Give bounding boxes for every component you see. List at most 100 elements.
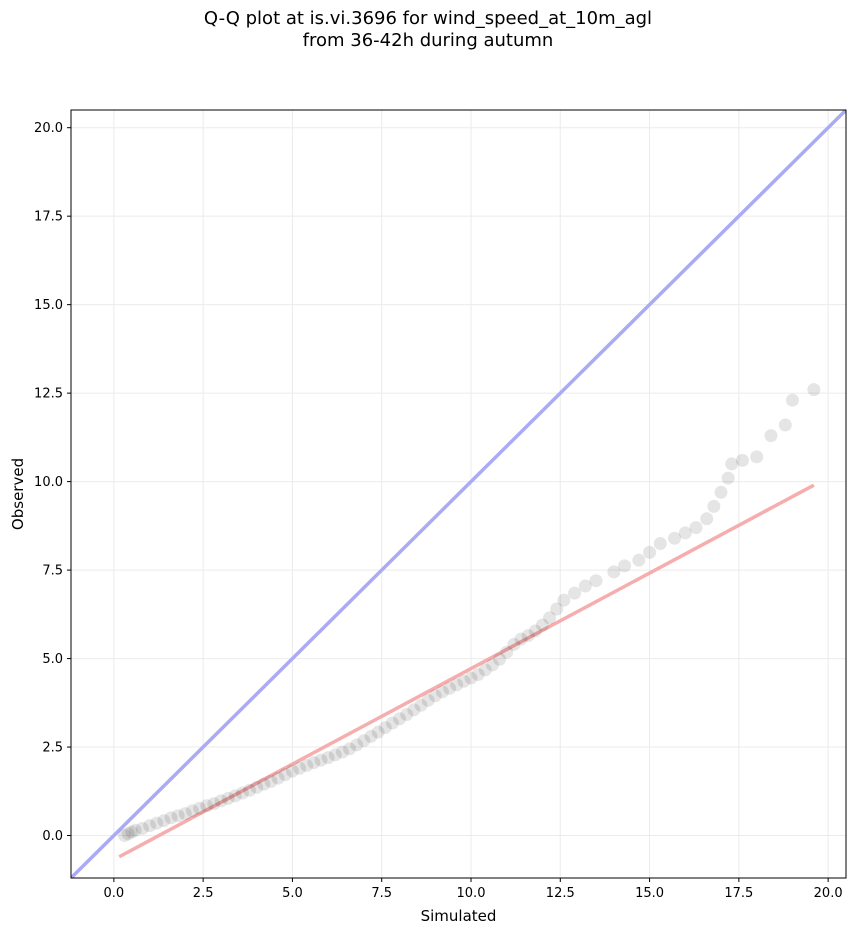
x-tick-label: 20.0 [814, 886, 843, 901]
data-point [343, 742, 357, 756]
data-point [200, 799, 214, 813]
x-tick-label: 5.0 [282, 886, 303, 901]
data-point [689, 521, 703, 535]
data-point [457, 674, 471, 688]
data-point [589, 574, 603, 588]
data-point [143, 819, 157, 833]
data-point [443, 681, 457, 695]
data-point [678, 526, 692, 540]
data-point [118, 829, 132, 843]
data-point [435, 685, 449, 699]
data-point [725, 457, 739, 471]
data-point [393, 712, 407, 726]
data-point [307, 756, 321, 770]
data-point [193, 801, 207, 815]
data-point [293, 761, 307, 775]
reference-line [71, 110, 846, 878]
grid [71, 110, 846, 878]
data-point [185, 804, 199, 818]
data-point [150, 816, 164, 830]
y-tick-label: 2.5 [42, 741, 63, 756]
data-point [371, 725, 385, 739]
data-point [178, 807, 192, 821]
data-point [764, 429, 778, 443]
y-tick-label: 5.0 [42, 652, 63, 667]
x-tick-label: 10.0 [457, 886, 486, 901]
data-point [485, 658, 499, 672]
data-point [700, 512, 714, 526]
data-point [450, 678, 464, 692]
data-point [507, 637, 521, 651]
data-point [271, 771, 285, 785]
y-axis-label: Observed [9, 458, 27, 530]
data-point [543, 611, 557, 625]
x-tick-label: 12.5 [546, 886, 575, 901]
data-point [428, 689, 442, 703]
data-point [568, 586, 582, 600]
data-point [157, 814, 171, 828]
data-point [407, 703, 421, 717]
data-point [357, 734, 371, 748]
data-point [778, 418, 792, 432]
data-point [378, 721, 392, 735]
data-point [385, 716, 399, 730]
y-tick-label: 20.0 [34, 121, 63, 136]
lines [71, 110, 846, 878]
data-point [653, 537, 667, 551]
data-point [400, 707, 414, 721]
data-point [550, 602, 564, 616]
x-tick-label: 0.0 [104, 886, 125, 901]
ticks: 0.0 2.5 5.0 7.5 10.0 12.5 15.0 17.5 20.0 0.0 2.5 5.… [34, 121, 843, 901]
data-point [528, 624, 542, 638]
data-point [807, 383, 821, 397]
data-point [464, 671, 478, 685]
data-point [421, 693, 435, 707]
data-point [785, 393, 799, 407]
data-point [125, 825, 139, 839]
data-point [493, 652, 507, 666]
data-point [557, 593, 571, 607]
data-point [578, 579, 592, 593]
y-tick-label: 12.5 [34, 387, 63, 402]
data-point [714, 485, 728, 499]
data-point [164, 811, 178, 825]
chart-title-line-1: Q-Q plot at is.vi.3696 for wind_speed_at… [203, 8, 653, 29]
data-point [135, 821, 149, 835]
data-point [521, 629, 535, 643]
data-point [314, 753, 328, 767]
chart-title: Q-Q plot at is.vi.3696 for wind_speed_at… [0, 8, 856, 52]
data-point [207, 797, 221, 811]
x-axis-label: Simulated [421, 907, 497, 925]
y-tick-label: 17.5 [34, 210, 63, 225]
y-tick-label: 15.0 [34, 298, 63, 313]
data-point [228, 789, 242, 803]
data-point [721, 471, 735, 485]
y-tick-label: 10.0 [34, 475, 63, 490]
x-tick-label: 17.5 [724, 886, 753, 901]
y-tick-label: 7.5 [42, 564, 63, 579]
data-point [632, 553, 646, 567]
data-point [707, 499, 721, 513]
y-tick-label: 0.0 [42, 829, 63, 844]
data-point [264, 774, 278, 788]
data-point [171, 809, 185, 823]
data-point [350, 738, 364, 752]
data-point [364, 729, 378, 743]
data-point [500, 645, 514, 659]
data-point [735, 453, 749, 467]
x-tick-label: 2.5 [193, 886, 214, 901]
data-point [750, 450, 764, 464]
chart-title-line-2: from 36-42h during autumn [302, 30, 554, 51]
data-point [618, 559, 632, 573]
data-point [221, 791, 235, 805]
data-point [250, 780, 264, 794]
x-tick-label: 7.5 [371, 886, 392, 901]
data-point [243, 783, 257, 797]
data-point [414, 698, 428, 712]
data-point [300, 758, 314, 772]
data-point [321, 751, 335, 765]
plot-frame [70, 109, 847, 879]
data-point [128, 823, 142, 837]
data-point [478, 663, 492, 677]
data-point [257, 777, 271, 791]
